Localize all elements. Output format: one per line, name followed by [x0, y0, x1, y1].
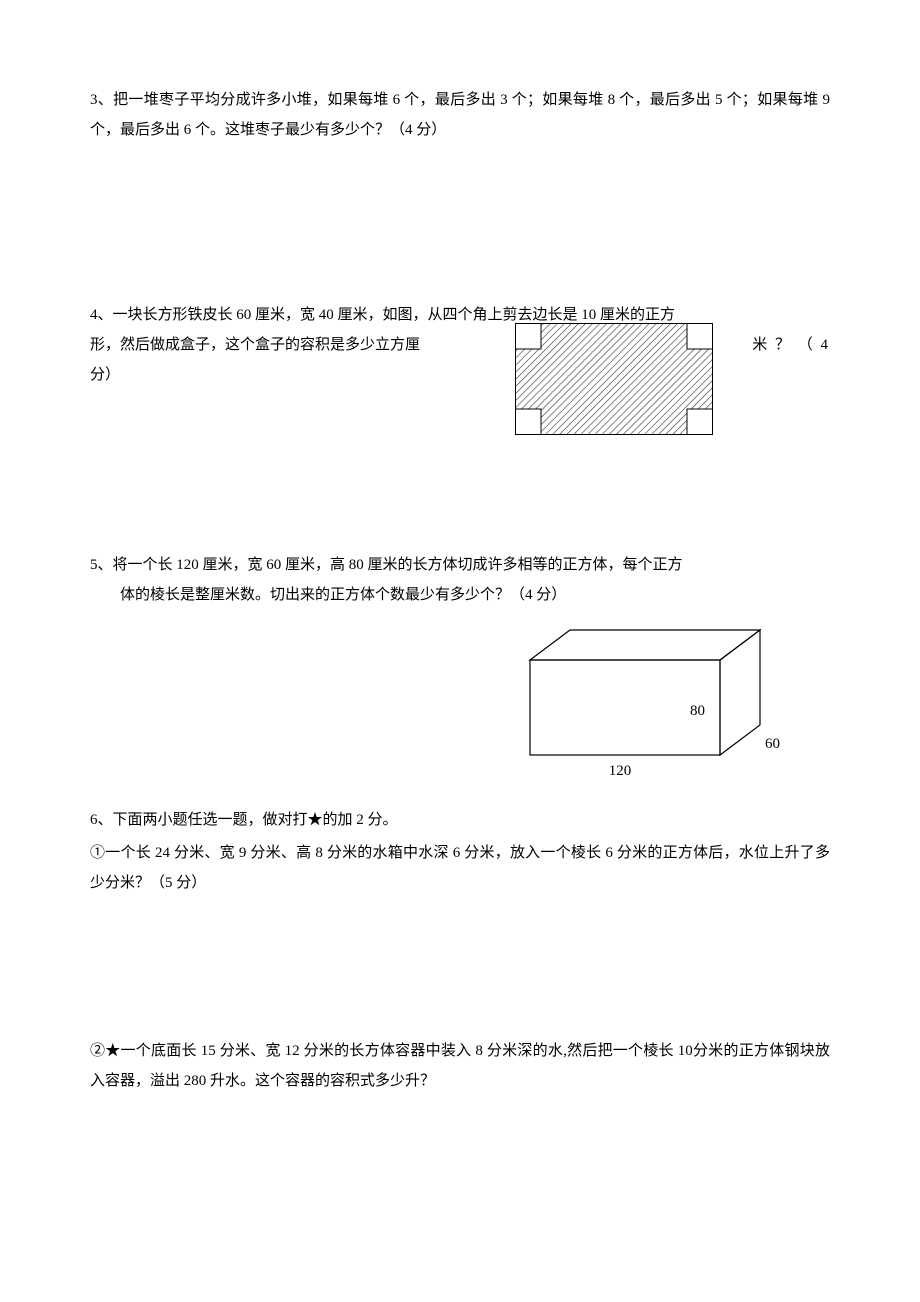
- label-80: 80: [690, 703, 705, 719]
- problem-4-line2b: 米 ？ （ 4: [752, 330, 830, 360]
- problem-5-line2: 体的棱长是整厘米数。切出来的正方体个数最少有多少个？（4 分）: [90, 580, 830, 610]
- label-120: 120: [609, 763, 632, 779]
- problem-3-text: 3、把一堆枣子平均分成许多小堆，如果每堆 6 个，最后多出 3 个；如果每堆 8…: [90, 92, 830, 138]
- problem-5: 5、将一个长 120 厘米，宽 60 厘米，高 80 厘米的长方体切成许多相等的…: [90, 550, 830, 775]
- problem-5-line1: 5、将一个长 120 厘米，宽 60 厘米，高 80 厘米的长方体切成许多相等的…: [90, 550, 830, 580]
- figure-5-cuboid: 80 60 120: [510, 620, 810, 775]
- problem-4-line2a: 形，然后做成盒子，这个盒子的容积是多少立方厘: [90, 330, 420, 360]
- problem-6-q1: ①一个长 24 分米、宽 9 分米、高 8 分米的水箱中水深 6 分米，放入一个…: [90, 838, 830, 898]
- problem-6: 6、下面两小题任选一题，做对打★的加 2 分。 ①一个长 24 分米、宽 9 分…: [90, 805, 830, 1096]
- problem-6-q2: ②★一个底面长 15 分米、宽 12 分米的长方体容器中装入 8 分米深的水,然…: [90, 1036, 830, 1096]
- figure-4-box-net: [515, 323, 713, 435]
- problem-6-header: 6、下面两小题任选一题，做对打★的加 2 分。: [90, 805, 830, 835]
- problem-4-line1: 4、一块长方形铁皮长 60 厘米，宽 40 厘米，如图，从四个角上剪去边长是 1…: [90, 300, 830, 330]
- problem-3: 3、把一堆枣子平均分成许多小堆，如果每堆 6 个，最后多出 3 个；如果每堆 8…: [90, 85, 830, 145]
- problem-4: 4、一块长方形铁皮长 60 厘米，宽 40 厘米，如图，从四个角上剪去边长是 1…: [90, 300, 830, 390]
- problem-4-line3: 分）: [90, 360, 830, 390]
- label-60: 60: [765, 736, 780, 752]
